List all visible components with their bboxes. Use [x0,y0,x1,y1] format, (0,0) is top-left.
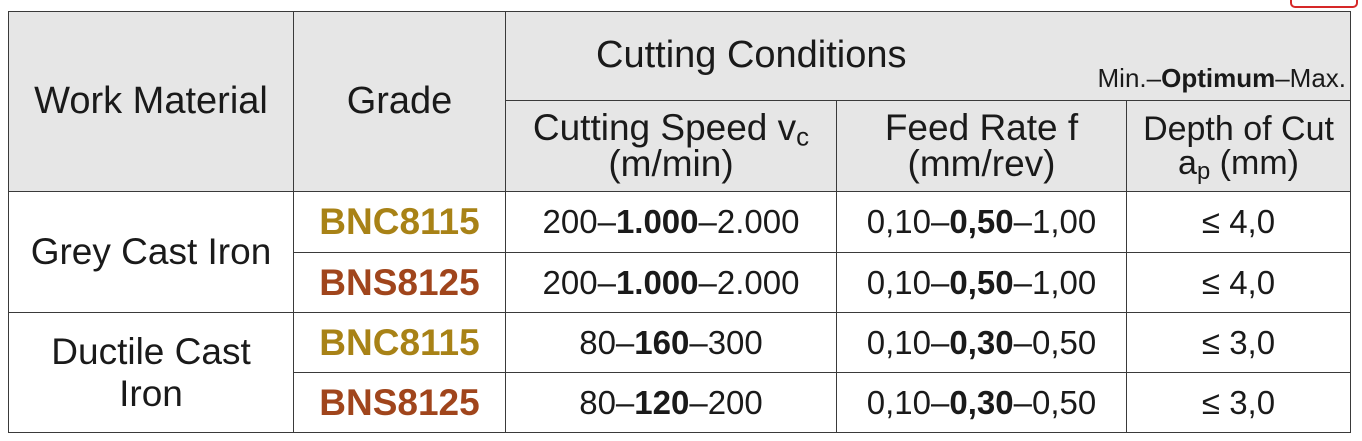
header-cutting-speed: Cutting Speed vc (m/min) [505,100,837,192]
feed-rate-cell: 0,10–0,30–0,50 [836,312,1127,373]
cutting-speed-cell: 200–1.000–2.000 [505,252,837,313]
depth-of-cut-cell: ≤ 4,0 [1125,252,1352,313]
table-row: BNS8125 200–1.000–2.000 0,10–0,50–1,00 ≤… [9,252,1352,313]
cutting-conditions-title: Cutting Conditions [596,34,907,76]
header-cutting-conditions: Cutting Conditions Min.–Optimum–Max. [504,11,1352,101]
range-min-label: Min.– [1097,63,1162,93]
feed-rate-cell: 0,10–0,30–0,50 [836,372,1127,433]
cutting-speed-cell: 80–160–300 [505,312,837,373]
corner-tab-marker [1290,0,1358,8]
feed-rate-cell: 0,10–0,50–1,00 [836,252,1127,313]
cutting-speed-unit: (m/min) [608,143,734,184]
depth-of-cut-cell: ≤ 4,0 [1125,191,1352,253]
cutting-speed-cell: 80–120–200 [505,372,837,433]
cutting-speed-cell: 200–1.000–2.000 [505,191,837,253]
depth-symbol: a [1178,144,1197,182]
header-depth-of-cut: Depth of Cut ap (mm) [1125,100,1352,192]
cutting-conditions-table: Work Material Grade Cutting Conditions M… [8,11,1352,433]
depth-of-cut-cell: ≤ 3,0 [1125,312,1352,373]
grade-cell: BNS8125 [293,372,506,433]
header-feed-rate: Feed Rate f (mm/rev) [836,100,1127,192]
grade-cell: BNC8115 [293,312,506,373]
material-ductile-cast-iron: Ductile Cast Iron [8,312,294,433]
table-row: Grey Cast Iron BNC8115 200–1.000–2.000 0… [8,191,1352,313]
feed-rate-unit: (mm/rev) [907,143,1056,184]
cutting-speed-label: Cutting Speed v [532,107,797,148]
depth-of-cut-label: Depth of Cut [1143,110,1334,148]
cutting-speed-subscript: c [796,123,810,152]
range-max-label: –Max. [1275,63,1347,93]
material-grey-cast-iron: Grey Cast Iron [8,191,294,313]
range-optimum-label: Optimum [1161,63,1276,93]
table-row: Ductile Cast Iron BNC8115 80–160–300 0,10… [8,312,1352,433]
table-row: BNS8125 80–120–200 0,10–0,30–0,50 ≤ 3,0 [9,372,1352,433]
header-work-material: Work Material [8,11,294,192]
depth-of-cut-cell: ≤ 3,0 [1125,372,1352,433]
grade-cell: BNC8115 [293,191,506,253]
grade-cell: BNS8125 [293,252,506,313]
header-grade: Grade [293,11,506,192]
depth-subscript: p [1196,158,1211,186]
feed-rate-label: Feed Rate f [884,107,1079,148]
depth-unit: (mm) [1219,144,1299,182]
range-legend: Min.–Optimum–Max. [1098,63,1347,94]
feed-rate-cell: 0,10–0,50–1,00 [836,191,1127,253]
